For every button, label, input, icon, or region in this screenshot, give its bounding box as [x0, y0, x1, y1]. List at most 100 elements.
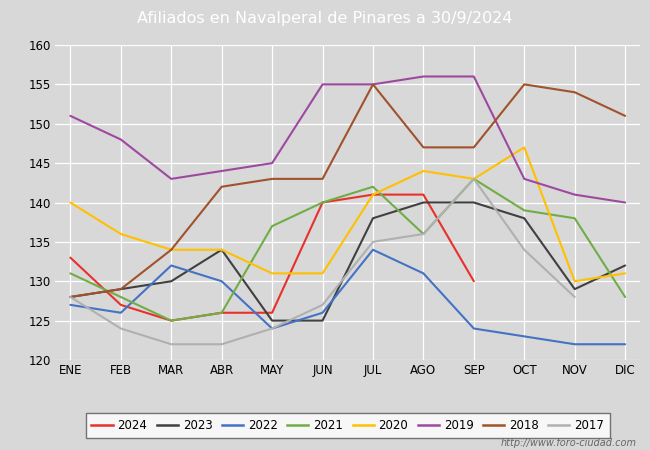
2022 — [117, 310, 125, 315]
2022 — [521, 333, 528, 339]
2018 — [117, 286, 125, 292]
2019 — [66, 113, 74, 118]
2017 — [470, 176, 478, 181]
2018 — [521, 82, 528, 87]
2018 — [268, 176, 276, 181]
2017 — [521, 247, 528, 252]
2019 — [167, 176, 175, 181]
2022 — [369, 247, 377, 252]
2022 — [571, 342, 578, 347]
2024 — [318, 200, 326, 205]
Legend: 2024, 2023, 2022, 2021, 2020, 2019, 2018, 2017: 2024, 2023, 2022, 2021, 2020, 2019, 2018… — [86, 413, 610, 438]
2023 — [318, 318, 326, 323]
2024 — [167, 318, 175, 323]
2021 — [571, 216, 578, 221]
2020 — [66, 200, 74, 205]
2019 — [470, 74, 478, 79]
2022 — [419, 270, 427, 276]
2024 — [218, 310, 226, 315]
2021 — [167, 318, 175, 323]
2021 — [470, 176, 478, 181]
2017 — [66, 294, 74, 300]
2021 — [66, 270, 74, 276]
2020 — [621, 270, 629, 276]
2023 — [521, 216, 528, 221]
2019 — [621, 200, 629, 205]
2023 — [419, 200, 427, 205]
2018 — [470, 145, 478, 150]
2020 — [521, 145, 528, 150]
2017 — [419, 231, 427, 237]
2017 — [268, 326, 276, 331]
2024 — [268, 310, 276, 315]
2022 — [167, 263, 175, 268]
Line: 2017: 2017 — [70, 179, 575, 344]
2022 — [66, 302, 74, 307]
Text: http://www.foro-ciudad.com: http://www.foro-ciudad.com — [501, 438, 637, 448]
2018 — [369, 82, 377, 87]
2023 — [268, 318, 276, 323]
2020 — [419, 168, 427, 174]
2021 — [117, 294, 125, 300]
2018 — [218, 184, 226, 189]
Line: 2023: 2023 — [70, 202, 625, 320]
2024 — [470, 279, 478, 284]
2018 — [167, 247, 175, 252]
2018 — [318, 176, 326, 181]
2022 — [621, 342, 629, 347]
Line: 2018: 2018 — [70, 85, 625, 297]
2018 — [66, 294, 74, 300]
2023 — [571, 286, 578, 292]
2017 — [117, 326, 125, 331]
2020 — [218, 247, 226, 252]
2020 — [117, 231, 125, 237]
2017 — [369, 239, 377, 245]
2021 — [318, 200, 326, 205]
2024 — [369, 192, 377, 197]
2022 — [470, 326, 478, 331]
2024 — [66, 255, 74, 260]
2024 — [117, 302, 125, 307]
Line: 2019: 2019 — [70, 76, 625, 202]
2019 — [369, 82, 377, 87]
2023 — [167, 279, 175, 284]
2023 — [117, 286, 125, 292]
Line: 2020: 2020 — [70, 148, 625, 281]
Text: Afiliados en Navalperal de Pinares a 30/9/2024: Afiliados en Navalperal de Pinares a 30/… — [137, 11, 513, 26]
2020 — [318, 270, 326, 276]
2022 — [218, 279, 226, 284]
2021 — [218, 310, 226, 315]
Line: 2022: 2022 — [70, 250, 625, 344]
2018 — [419, 145, 427, 150]
2020 — [167, 247, 175, 252]
2021 — [268, 224, 276, 229]
2019 — [268, 161, 276, 166]
2018 — [621, 113, 629, 118]
2024 — [419, 192, 427, 197]
2017 — [218, 342, 226, 347]
2020 — [268, 270, 276, 276]
2023 — [66, 294, 74, 300]
2022 — [318, 310, 326, 315]
2019 — [571, 192, 578, 197]
2023 — [470, 200, 478, 205]
2017 — [318, 302, 326, 307]
2019 — [218, 168, 226, 174]
2018 — [571, 90, 578, 95]
Line: 2021: 2021 — [70, 179, 625, 320]
2019 — [419, 74, 427, 79]
2021 — [621, 294, 629, 300]
2022 — [268, 326, 276, 331]
2020 — [369, 192, 377, 197]
2021 — [419, 231, 427, 237]
Line: 2024: 2024 — [70, 194, 474, 320]
2023 — [369, 216, 377, 221]
2023 — [218, 247, 226, 252]
2017 — [571, 294, 578, 300]
2020 — [571, 279, 578, 284]
2019 — [521, 176, 528, 181]
2019 — [318, 82, 326, 87]
2021 — [521, 208, 528, 213]
2021 — [369, 184, 377, 189]
2020 — [470, 176, 478, 181]
